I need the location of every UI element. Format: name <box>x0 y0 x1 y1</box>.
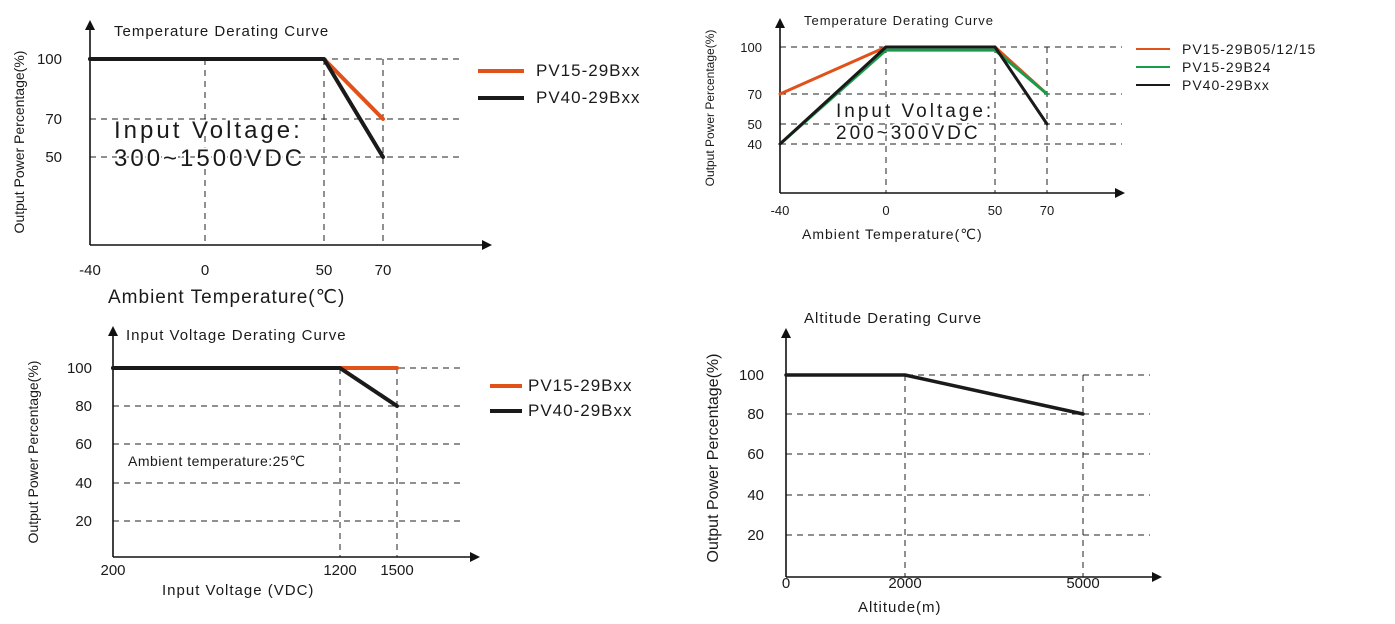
legend-item: PV15-29B24 <box>1136 59 1271 75</box>
x-axis-arrow <box>1115 188 1125 198</box>
y-tick-label: 80 <box>75 398 92 415</box>
legend-label: PV40-29Bxx <box>528 401 633 420</box>
legend-label: PV15-29B24 <box>1182 59 1271 75</box>
chart-title: Input Voltage Derating Curve <box>126 327 347 344</box>
y-tick-label: 100 <box>67 360 92 377</box>
x-tick-label: 50 <box>316 262 333 279</box>
y-axis-arrow <box>781 328 791 338</box>
y-tick-label: 80 <box>747 406 764 423</box>
x-tick-label: 70 <box>375 262 392 279</box>
legend-item: PV40-29Bxx <box>1136 77 1270 93</box>
chart-title: Altitude Derating Curve <box>804 310 982 327</box>
y-tick-label: 20 <box>747 527 764 544</box>
y-tick-label: 40 <box>748 137 762 152</box>
legend-item: PV40-29Bxx <box>478 88 641 107</box>
annotation-text: 200~300VDC <box>836 123 981 144</box>
annotation-text: Ambient temperature:25℃ <box>128 453 305 469</box>
annotation-text: 300~1500VDC <box>114 145 305 172</box>
series-line-2 <box>88 57 385 159</box>
x-tick-label: 70 <box>1040 203 1054 218</box>
series-line-1 <box>778 45 1049 96</box>
y-axis-label: Output Power Percentage(%) <box>11 51 27 234</box>
y-axis-arrow <box>108 326 118 336</box>
y-tick-label: 40 <box>75 475 92 492</box>
y-axis-label: Output Power Percentage(%) <box>703 30 717 187</box>
y-tick-label: 40 <box>747 487 764 504</box>
x-tick-label: -40 <box>79 262 101 279</box>
series-line-2 <box>111 366 399 408</box>
x-axis-label: Ambient Temperature(℃) <box>108 287 345 308</box>
x-axis-arrow <box>1152 572 1162 582</box>
y-tick-label: 100 <box>739 367 764 384</box>
legend-label: PV15-29B05/12/15 <box>1182 41 1316 57</box>
x-tick-label: 0 <box>882 203 889 218</box>
chart-3: Input Voltage Derating Curve 200 1200 1500 1… <box>25 326 633 599</box>
y-axis-arrow <box>85 20 95 30</box>
legend-label: PV40-29Bxx <box>1182 77 1270 93</box>
y-axis-arrow <box>775 18 785 28</box>
legend-label: PV15-29Bxx <box>536 61 641 80</box>
chart-2: Temperature Derating Curve -40 0 50 70 100 70 5… <box>703 13 1316 242</box>
chart-title: Temperature Derating Curve <box>804 13 994 28</box>
y-axis-label: Output Power Percentage(%) <box>25 361 41 544</box>
x-axis-arrow <box>482 240 492 250</box>
x-axis-label: Altitude(m) <box>858 599 942 616</box>
x-tick-label: 1200 <box>323 562 356 579</box>
legend-item: PV40-29Bxx <box>490 401 633 420</box>
x-tick-label: 200 <box>100 562 125 579</box>
annotation-text: Input Voltage: <box>836 101 994 122</box>
x-tick-label: 5000 <box>1066 575 1099 592</box>
series-line-1 <box>784 373 1085 416</box>
legend-item: PV15-29Bxx <box>478 61 641 80</box>
x-tick-label: 1500 <box>380 562 413 579</box>
legend-label: PV15-29Bxx <box>528 376 633 395</box>
x-axis-arrow <box>470 552 480 562</box>
chart-title: Temperature Derating Curve <box>114 23 329 40</box>
y-axis-label: Output Power Percentage(%) <box>705 354 722 563</box>
y-tick-label: 60 <box>75 436 92 453</box>
x-tick-label: -40 <box>771 203 790 218</box>
chart-1: Temperature Derating Curve -40 0 50 70 100 70 5… <box>11 20 641 308</box>
x-tick-label: 0 <box>782 575 790 592</box>
y-tick-label: 60 <box>747 446 764 463</box>
series-line-3 <box>778 45 1049 146</box>
x-axis-label: Input Voltage (VDC) <box>162 582 314 599</box>
y-tick-label: 100 <box>37 51 62 68</box>
x-axis-label: Ambient Temperature(℃) <box>802 226 983 242</box>
y-tick-label: 70 <box>45 111 62 128</box>
x-tick-label: 50 <box>988 203 1002 218</box>
y-tick-label: 50 <box>748 117 762 132</box>
legend-item: PV15-29B05/12/15 <box>1136 41 1316 57</box>
y-tick-label: 50 <box>45 149 62 166</box>
y-tick-label: 70 <box>748 87 762 102</box>
chart-4: Altitude Derating Curve 0 2000 5000 100 80 60 4… <box>705 310 1162 616</box>
y-tick-label: 100 <box>740 40 762 55</box>
x-tick-label: 0 <box>201 262 209 279</box>
y-tick-label: 20 <box>75 513 92 530</box>
legend-item: PV15-29Bxx <box>490 376 633 395</box>
annotation-text: Input Voltage: <box>114 117 303 144</box>
x-tick-label: 2000 <box>888 575 921 592</box>
series-line-1 <box>88 57 385 121</box>
legend-label: PV40-29Bxx <box>536 88 641 107</box>
